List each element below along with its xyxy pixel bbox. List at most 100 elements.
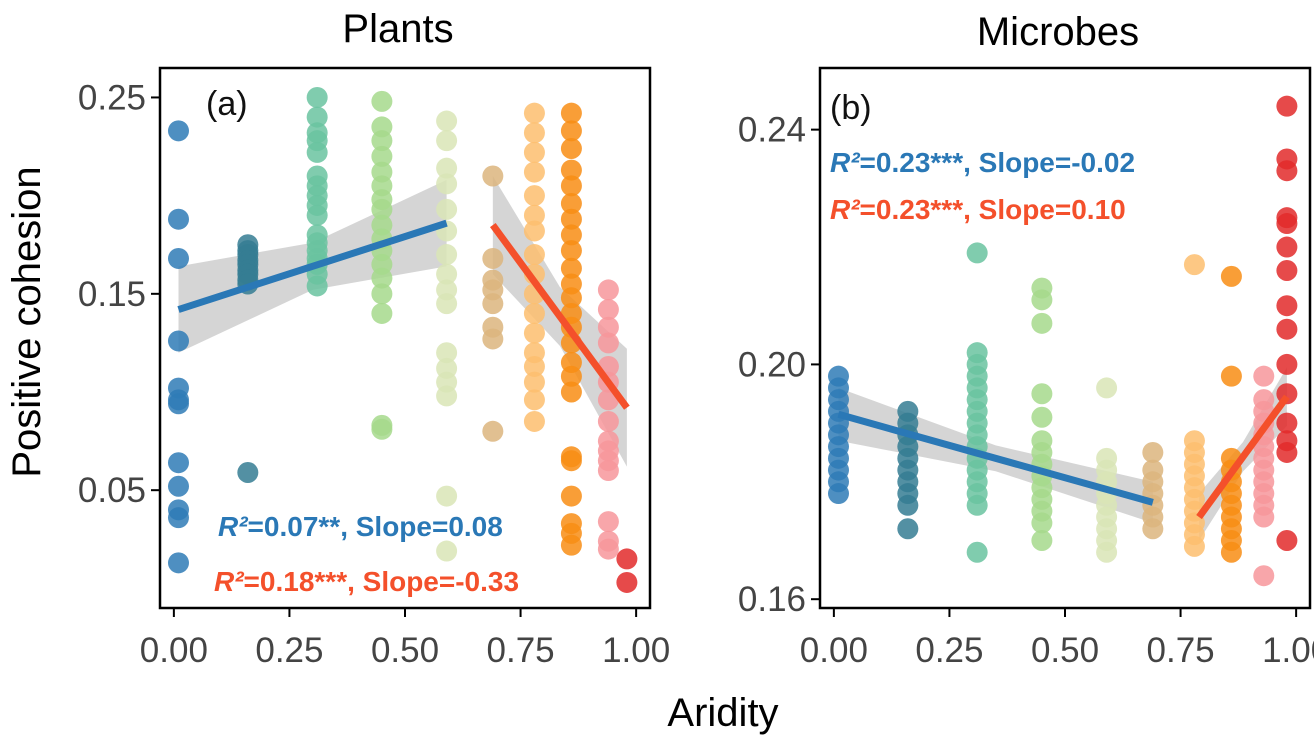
data-point xyxy=(560,138,582,160)
panel-title: Microbes xyxy=(977,10,1139,54)
data-point xyxy=(1276,213,1298,235)
x-tick-label: 0.00 xyxy=(800,631,868,670)
data-point xyxy=(306,106,328,128)
data-point xyxy=(167,120,189,142)
data-point xyxy=(523,302,545,324)
data-point xyxy=(1276,353,1298,375)
y-tick-label: 0.15 xyxy=(78,275,146,314)
fit-annotation-blue: R²=0.23***, Slope=-0.02 xyxy=(830,147,1135,178)
data-point xyxy=(167,507,189,529)
data-point xyxy=(1253,506,1275,528)
data-point xyxy=(523,220,545,242)
data-point xyxy=(523,389,545,411)
data-point xyxy=(1276,295,1298,317)
x-tick-label: 0.25 xyxy=(255,631,323,670)
y-tick-label: 0.24 xyxy=(738,111,806,150)
data-point xyxy=(1142,518,1164,540)
data-point xyxy=(167,552,189,574)
data-point xyxy=(167,330,189,352)
data-point xyxy=(482,165,504,187)
data-point xyxy=(560,159,582,181)
data-point xyxy=(306,86,328,108)
y-tick-label: 0.05 xyxy=(78,471,146,510)
data-point xyxy=(436,110,458,132)
data-point xyxy=(597,460,619,482)
x-tick-label: 0.00 xyxy=(140,631,208,670)
data-point xyxy=(523,410,545,432)
data-point xyxy=(1183,254,1205,276)
data-point xyxy=(436,540,458,562)
data-point xyxy=(306,141,328,163)
data-point xyxy=(371,418,393,440)
x-tick-label: 0.50 xyxy=(1031,631,1099,670)
data-point xyxy=(237,462,259,484)
data-point xyxy=(523,371,545,393)
fit-annotation-red: R²=0.23***, Slope=0.10 xyxy=(830,194,1126,225)
data-point xyxy=(1220,365,1242,387)
x-tick-label: 0.50 xyxy=(371,631,439,670)
fit-line xyxy=(1196,394,1290,520)
data-point xyxy=(1253,565,1275,587)
data-point xyxy=(1031,512,1053,534)
data-point xyxy=(436,173,458,195)
fit-annotation-red: R²=0.18***, Slope=-0.33 xyxy=(214,566,519,597)
fit-line xyxy=(177,219,448,313)
fit-line xyxy=(837,410,1154,506)
data-point xyxy=(436,385,458,407)
data-point xyxy=(371,90,393,112)
data-point xyxy=(1031,312,1053,334)
y-tick-label: 0.20 xyxy=(738,345,806,384)
data-point xyxy=(560,102,582,124)
data-point xyxy=(1276,95,1298,117)
data-point xyxy=(597,316,619,338)
data-point xyxy=(597,332,619,354)
data-point xyxy=(1276,318,1298,340)
data-point xyxy=(597,299,619,321)
data-point xyxy=(1220,541,1242,563)
data-point xyxy=(597,410,619,432)
data-point xyxy=(1276,160,1298,182)
data-point xyxy=(1096,377,1118,399)
data-point xyxy=(560,224,582,246)
data-point xyxy=(1142,441,1164,463)
data-point xyxy=(523,204,545,226)
data-point xyxy=(371,198,393,220)
y-tick-label: 0.25 xyxy=(78,78,146,117)
data-point xyxy=(560,287,582,309)
data-point xyxy=(597,511,619,533)
y-tick-label: 0.16 xyxy=(738,580,806,619)
data-point xyxy=(167,247,189,269)
data-point xyxy=(523,141,545,163)
data-point xyxy=(560,192,582,214)
data-point xyxy=(1031,406,1053,428)
data-point xyxy=(597,538,619,560)
data-point xyxy=(560,240,582,262)
data-point xyxy=(523,122,545,144)
microbes-panel: Microbes 0.00 0.25 0.50 0.75 1.00 0.16 0.20 0.2… xyxy=(738,10,1314,670)
data-point xyxy=(827,483,849,505)
data-point xyxy=(1031,289,1053,311)
data-point xyxy=(1183,535,1205,557)
data-point xyxy=(1031,383,1053,405)
panel-label: (b) xyxy=(830,89,872,127)
data-point xyxy=(482,328,504,350)
x-tick-label: 0.75 xyxy=(1147,631,1215,670)
data-point xyxy=(371,145,393,167)
data-point xyxy=(482,247,504,269)
data-point xyxy=(371,267,393,289)
data-point xyxy=(897,518,919,540)
data-point xyxy=(523,244,545,266)
data-point xyxy=(560,208,582,230)
data-point xyxy=(1220,265,1242,287)
x-tick-label: 1.00 xyxy=(1262,631,1314,670)
data-point xyxy=(560,257,582,279)
data-point xyxy=(966,242,988,264)
fit-line xyxy=(490,223,630,410)
data-point xyxy=(436,342,458,364)
data-point xyxy=(597,279,619,301)
data-point xyxy=(167,208,189,230)
x-tick-label: 1.00 xyxy=(602,631,670,670)
data-point xyxy=(966,541,988,563)
x-tick-label: 0.25 xyxy=(915,631,983,670)
data-point xyxy=(1031,530,1053,551)
